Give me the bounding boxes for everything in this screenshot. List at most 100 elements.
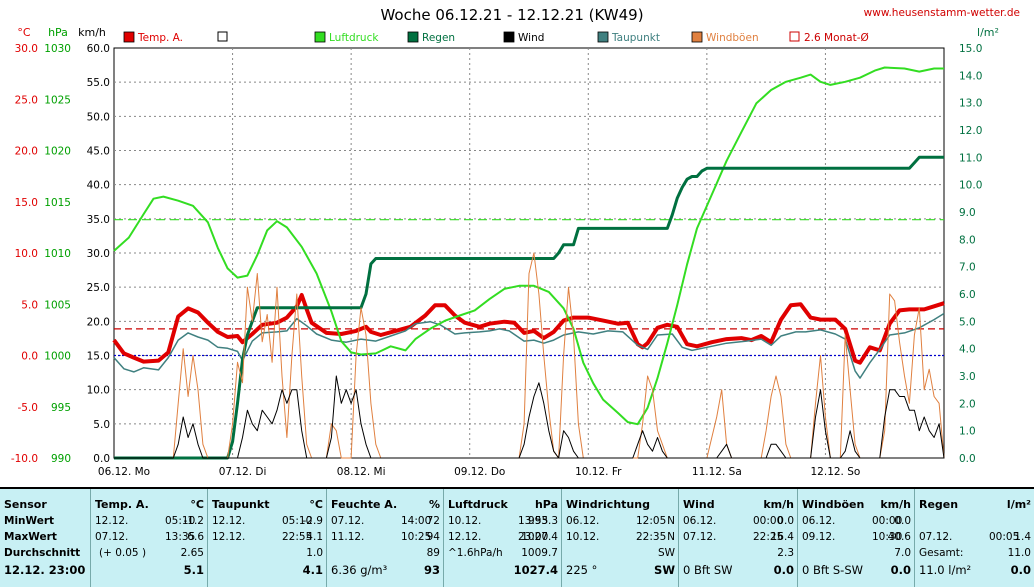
rain-tick-label: 13.0 xyxy=(959,98,982,110)
temp-tick-label: 20.0 xyxy=(15,146,38,158)
cell-value: SW xyxy=(654,563,675,577)
table-column: Wind km/h 06.12. 00:00 0.0 07.12. 22:25 16.4 2.3… xyxy=(678,489,797,587)
legend-swatch xyxy=(314,31,326,43)
table-row: 1027.4 xyxy=(448,563,558,579)
table-row: SW xyxy=(566,547,675,563)
cell-time: 00:05 xyxy=(989,531,1020,543)
cell-value: N xyxy=(667,515,675,527)
table-row: 07.12. 22:25 16.4 xyxy=(683,531,794,547)
table-row: ^1.6hPa/h 1009.7 xyxy=(448,547,558,563)
series-line-taupunkt xyxy=(113,312,945,379)
table-row: 0 Bft S-SW 0.0 xyxy=(802,563,911,579)
cell-value: 0.0 xyxy=(777,515,794,527)
wind-tick-label: 45.0 xyxy=(87,146,110,158)
table-column: Taupunkt °C 12.12. 05:10 -2.9 12.12. 22:55 4.1 1… xyxy=(207,489,326,587)
wind-tick-label: 55.0 xyxy=(87,77,110,89)
rain-tick-label: 1.0 xyxy=(959,426,976,438)
cell-time: 00:00 xyxy=(872,515,903,527)
cell-value: 89 xyxy=(426,547,440,559)
cell-value: 6.6 xyxy=(187,531,204,543)
weather-chart: Woche 06.12.21 - 12.12.21 (KW49) www.heu… xyxy=(10,6,1020,478)
table-row: 07.12. 13:35 6.6 xyxy=(95,531,204,547)
site-link[interactable]: www.heusenstamm-wetter.de xyxy=(864,7,1020,19)
pressure-axis-unit: hPa xyxy=(48,26,68,39)
table-row: 2.3 xyxy=(683,547,794,563)
axis-labels: 30.0 25.0 20.0 15.0 10.0 5.0 0.0 -5.0 -10.0 1030 1… xyxy=(11,43,983,478)
x-tick-label: 08.12. Mi xyxy=(337,466,386,478)
column-title: Windböen xyxy=(802,498,865,511)
table-column: Regen l/m² 07.12. 00:05 1.4 Gesamt: 11.0 11.0 l… xyxy=(914,489,1034,587)
cell-value: 1009.7 xyxy=(521,547,558,559)
wind-tick-label: 35.0 xyxy=(87,214,110,226)
series-line-regen xyxy=(114,155,944,460)
rain-tick-label: 12.0 xyxy=(959,125,982,137)
table-header: Windrichtung xyxy=(566,498,675,514)
cell-label: 07.12. xyxy=(919,531,953,543)
table-row: Durchschnitt xyxy=(4,547,87,563)
series-line-temp-a- xyxy=(112,293,945,365)
cell-time: 10:30 xyxy=(872,531,903,543)
cell-value: 94 xyxy=(426,531,440,543)
cell-label: 6.36 g/m³ xyxy=(331,563,388,577)
legend-label: Taupunkt xyxy=(611,32,660,44)
legend-swatch xyxy=(217,31,228,42)
wind-axis-unit: km/h xyxy=(78,26,106,39)
pressure-tick-label: 1020 xyxy=(44,146,71,158)
table-column: Temp. A. °C 12.12. 05:10 -1.2 07.12. 13:35 6.6 (… xyxy=(90,489,207,587)
cell-label: MaxWert xyxy=(4,531,57,543)
wind-tick-label: 25.0 xyxy=(87,282,110,294)
temp-axis-unit: °C xyxy=(17,26,31,39)
temp-tick-label: 15.0 xyxy=(15,197,38,209)
cell-value: 4.1 xyxy=(302,563,323,577)
cell-value: 16.4 xyxy=(770,531,794,543)
cell-label: 07.12. xyxy=(331,515,365,527)
pressure-tick-label: 1010 xyxy=(44,248,71,260)
cell-time: 22:35 xyxy=(636,531,667,543)
pressure-tick-label: 1025 xyxy=(44,94,71,106)
rain-tick-label: 9.0 xyxy=(959,207,976,219)
wind-tick-label: 40.0 xyxy=(87,180,110,192)
rain-tick-label: 0.0 xyxy=(959,453,976,465)
cell-time: 00:00 xyxy=(753,515,784,527)
column-title: Luftdruck xyxy=(448,498,508,511)
cell-time: 13:35 xyxy=(165,531,196,543)
table-row: 12.12. 22:55 4.1 xyxy=(212,531,323,547)
table-row: 89 xyxy=(331,547,440,563)
temp-tick-label: 0.0 xyxy=(21,351,38,363)
cell-value: 11.0 xyxy=(1007,547,1031,559)
cell-time: 14:00 xyxy=(401,515,432,527)
cell-value: SW xyxy=(657,547,675,559)
table-row: 1.0 xyxy=(212,547,323,563)
cell-value: -2.9 xyxy=(302,515,324,527)
cell-value: 4.1 xyxy=(306,531,323,543)
cell-value: 0.0 xyxy=(890,563,911,577)
table-header: Feuchte A.% xyxy=(331,498,440,514)
rain-tick-label: 6.0 xyxy=(959,289,976,301)
pressure-tick-label: 1000 xyxy=(44,351,71,363)
table-row: 12.12. 05:10 -1.2 xyxy=(95,515,204,531)
table-row: 5.1 xyxy=(95,563,204,579)
table-row: (+ 0.05 ) 2.65 xyxy=(95,547,204,563)
wind-tick-label: 15.0 xyxy=(87,351,110,363)
cell-label: 06.12. xyxy=(683,515,717,527)
column-title: Sensor xyxy=(4,498,47,511)
table-row: 225 ° SW xyxy=(566,563,675,579)
table-row: 11.12. 10:25 94 xyxy=(331,531,440,547)
rain-tick-label: 4.0 xyxy=(959,344,976,356)
cell-label: 12.12. 23:00 xyxy=(4,563,86,577)
chart-title: Woche 06.12.21 - 12.12.21 (KW49) xyxy=(380,6,643,24)
cell-time: 10:25 xyxy=(401,531,432,543)
cell-label: 11.0 l/m² xyxy=(919,563,972,577)
wind-tick-label: 50.0 xyxy=(87,111,110,123)
temp-tick-label: -5.0 xyxy=(18,402,39,414)
cell-time: 22:55 xyxy=(282,531,313,543)
cell-value: 1.0 xyxy=(306,547,323,559)
table-row: 11.0 l/m² 0.0 xyxy=(919,563,1031,579)
column-unit: °C xyxy=(309,498,323,511)
cell-label: 11.12. xyxy=(331,531,365,543)
table-row: 6.36 g/m³ 93 xyxy=(331,563,440,579)
cell-value: 1027.4 xyxy=(521,531,558,543)
cell-label: MinWert xyxy=(4,515,55,527)
legend-label: Temp. A. xyxy=(137,32,183,44)
cell-label: 12.12. xyxy=(448,531,482,543)
